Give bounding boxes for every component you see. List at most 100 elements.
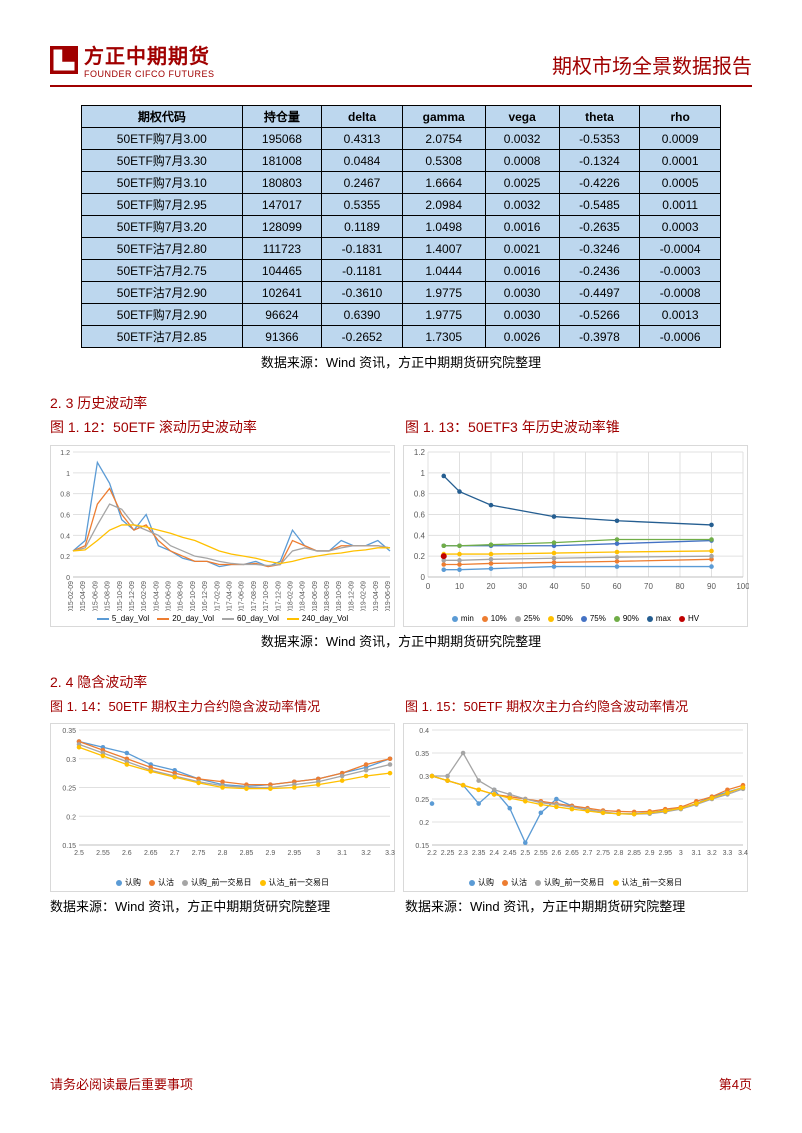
chart-legend: 认购认沽认购_前一交易日认沽_前一交易日 — [51, 874, 394, 891]
svg-text:3.2: 3.2 — [707, 850, 717, 857]
svg-text:2.7: 2.7 — [170, 850, 180, 857]
table-header: vega — [485, 106, 559, 128]
table-row: 50ETF沽7月2.75104465-0.11811.04440.0016-0.… — [82, 260, 721, 282]
svg-text:2.45: 2.45 — [503, 850, 517, 857]
svg-text:0.4: 0.4 — [419, 728, 429, 735]
svg-text:2.6: 2.6 — [122, 850, 132, 857]
svg-text:1.2: 1.2 — [60, 450, 70, 457]
report-title: 期权市场全景数据报告 — [552, 50, 752, 79]
svg-text:60: 60 — [613, 582, 622, 591]
svg-text:2019-02-09: 2019-02-09 — [361, 581, 368, 611]
svg-text:2.7: 2.7 — [583, 850, 593, 857]
svg-text:2017-10-09: 2017-10-09 — [263, 581, 270, 611]
charts-row1-source: 数据来源：Wind 资讯，方正中期期货研究院整理 — [50, 631, 752, 650]
svg-text:0.3: 0.3 — [419, 774, 429, 781]
svg-text:30: 30 — [518, 582, 527, 591]
footer: 请务必阅读最后重要事项 第4页 — [50, 1074, 752, 1093]
svg-text:10: 10 — [455, 582, 464, 591]
chart-1-13: 00.20.40.60.811.20102030405060708090100m… — [403, 445, 748, 627]
chart-1-14-source: 数据来源：Wind 资讯，方正中期期货研究院整理 — [50, 896, 397, 915]
svg-text:0.4: 0.4 — [414, 531, 426, 540]
svg-text:2018-06-09: 2018-06-09 — [312, 581, 319, 611]
chart-legend: 5_day_Vol20_day_Vol60_day_Vol240_day_Vol — [51, 611, 394, 626]
svg-text:3.3: 3.3 — [723, 850, 733, 857]
svg-text:2017-04-09: 2017-04-09 — [227, 581, 234, 611]
table-row: 50ETF沽7月2.90102641-0.36101.97750.0030-0.… — [82, 282, 721, 304]
fig-1-12-caption: 图 1. 12：50ETF 滚动历史波动率 — [50, 417, 397, 437]
fig-1-15-caption: 图 1. 15：50ETF 期权次主力合约隐含波动率情况 — [405, 696, 752, 715]
table-row: 50ETF购7月3.201280990.11891.04980.0016-0.2… — [82, 216, 721, 238]
svg-text:2.6: 2.6 — [552, 850, 562, 857]
svg-text:20: 20 — [487, 582, 496, 591]
svg-text:2016-06-09: 2016-06-09 — [166, 581, 173, 611]
svg-text:2016-12-09: 2016-12-09 — [202, 581, 209, 611]
svg-text:0.35: 0.35 — [415, 751, 429, 758]
svg-text:2.8: 2.8 — [218, 850, 228, 857]
svg-text:0.6: 0.6 — [60, 513, 70, 520]
svg-text:1: 1 — [66, 471, 70, 478]
svg-text:3.3: 3.3 — [385, 850, 395, 857]
svg-text:3: 3 — [679, 850, 683, 857]
table-row: 50ETF沽7月2.8591366-0.26521.73050.0026-0.3… — [82, 326, 721, 348]
table-header: theta — [559, 106, 640, 128]
svg-text:2018-04-09: 2018-04-09 — [300, 581, 307, 611]
svg-text:0.3: 0.3 — [66, 757, 76, 764]
svg-text:2.95: 2.95 — [658, 850, 672, 857]
svg-text:3.2: 3.2 — [361, 850, 371, 857]
svg-text:0.8: 0.8 — [60, 492, 70, 499]
svg-text:40: 40 — [550, 582, 559, 591]
svg-text:2015-08-09: 2015-08-09 — [105, 581, 112, 611]
svg-text:2.65: 2.65 — [144, 850, 158, 857]
svg-text:2.55: 2.55 — [96, 850, 110, 857]
svg-text:0: 0 — [421, 573, 426, 582]
svg-text:2016-04-09: 2016-04-09 — [153, 581, 160, 611]
chart-1-15-source: 数据来源：Wind 资讯，方正中期期货研究院整理 — [405, 896, 752, 915]
svg-text:80: 80 — [676, 582, 685, 591]
table-header: gamma — [402, 106, 485, 128]
svg-text:50: 50 — [581, 582, 590, 591]
table-row: 50ETF购7月2.951470170.53552.09840.0032-0.5… — [82, 194, 721, 216]
table-source: 数据来源：Wind 资讯，方正中期期货研究院整理 — [50, 352, 752, 371]
svg-text:0.2: 0.2 — [414, 552, 426, 561]
chart-1-15: 0.150.20.250.30.350.42.22.252.32.352.42.… — [403, 723, 748, 892]
footer-right: 第4页 — [719, 1074, 752, 1093]
svg-text:0.15: 0.15 — [62, 843, 76, 850]
chart-1-14: 0.150.20.250.30.352.52.552.62.652.72.752… — [50, 723, 395, 892]
svg-text:2.5: 2.5 — [520, 850, 530, 857]
svg-text:2015-10-09: 2015-10-09 — [117, 581, 124, 611]
svg-text:0.25: 0.25 — [62, 786, 76, 793]
chart-legend: 认购认沽认购_前一交易日认沽_前一交易日 — [404, 874, 747, 891]
svg-text:2.75: 2.75 — [596, 850, 610, 857]
svg-text:2019-04-09: 2019-04-09 — [373, 581, 380, 611]
svg-text:0.6: 0.6 — [414, 511, 426, 520]
svg-text:2015-12-09: 2015-12-09 — [129, 581, 136, 611]
svg-text:2017-06-09: 2017-06-09 — [239, 581, 246, 611]
table-header: 持仓量 — [242, 106, 322, 128]
table-header: 期权代码 — [82, 106, 243, 128]
chart-1-12: 00.20.40.60.811.22015-02-092015-04-09201… — [50, 445, 395, 627]
svg-text:2.5: 2.5 — [74, 850, 84, 857]
svg-text:2.25: 2.25 — [441, 850, 455, 857]
svg-text:90: 90 — [707, 582, 716, 591]
svg-text:2.9: 2.9 — [266, 850, 276, 857]
svg-text:2.3: 2.3 — [458, 850, 468, 857]
svg-text:1: 1 — [421, 469, 426, 478]
svg-text:2019-06-09: 2019-06-09 — [385, 581, 392, 611]
svg-text:2015-06-09: 2015-06-09 — [92, 581, 99, 611]
table-header: rho — [640, 106, 721, 128]
svg-text:2018-12-09: 2018-12-09 — [348, 581, 355, 611]
svg-text:0.25: 0.25 — [415, 797, 429, 804]
sec-2-4: 2. 4 隐含波动率 — [50, 672, 752, 692]
svg-text:0.8: 0.8 — [414, 490, 426, 499]
greeks-table: 期权代码持仓量deltagammavegathetarho 50ETF购7月3.… — [81, 105, 721, 348]
svg-text:0.2: 0.2 — [419, 820, 429, 827]
svg-text:2015-04-09: 2015-04-09 — [80, 581, 87, 611]
fig-1-13-caption: 图 1. 13：50ETF3 年历史波动率锥 — [405, 417, 752, 437]
chart-legend: min10%25%50%75%90%maxHV — [404, 611, 747, 626]
svg-text:70: 70 — [644, 582, 653, 591]
fig-1-14-caption: 图 1. 14：50ETF 期权主力合约隐含波动率情况 — [50, 696, 397, 715]
svg-text:2.4: 2.4 — [489, 850, 499, 857]
svg-text:0.15: 0.15 — [415, 843, 429, 850]
table-row: 50ETF购7月3.101808030.24671.66640.0025-0.4… — [82, 172, 721, 194]
header: 方正中期期货 FOUNDER CIFCO FUTURES 期权市场全景数据报告 — [50, 40, 752, 87]
